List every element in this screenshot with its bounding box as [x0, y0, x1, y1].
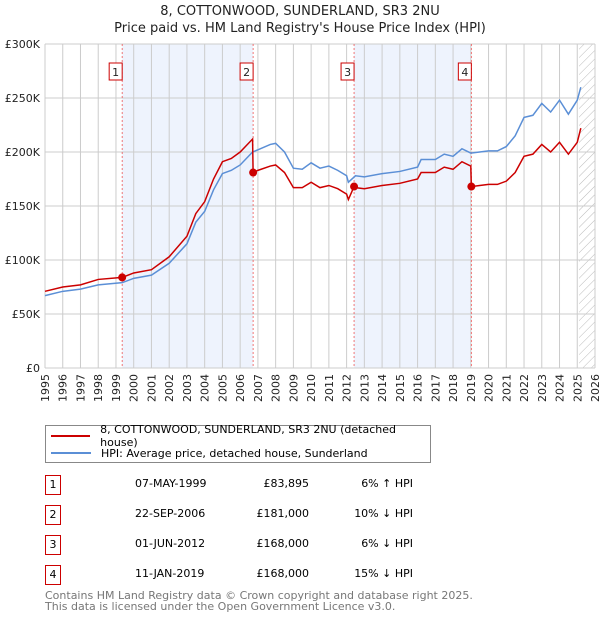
sale-label-box — [340, 62, 355, 81]
x-tick-label: 2009 — [287, 374, 300, 402]
x-tick-label: 2007 — [252, 374, 265, 402]
transaction-row: 1 07-MAY-1999 £83,895 6% ↑ HPI — [45, 475, 445, 495]
y-tick-label: £250K — [5, 92, 41, 105]
transaction-price: £168,000 — [256, 537, 310, 550]
sale-label: 2 — [243, 66, 250, 79]
legend-label-price: 8, COTTONWOOD, SUNDERLAND, SR3 2NU (deta… — [100, 423, 396, 449]
y-tick-label: £300K — [5, 38, 41, 51]
y-tick-label: £50K — [12, 308, 41, 321]
x-tick-label: 2026 — [589, 374, 600, 402]
sale-point — [350, 182, 359, 191]
x-tick-label: 2010 — [305, 374, 318, 402]
transaction-row: 4 11-JAN-2019 £168,000 15% ↓ HPI — [45, 565, 445, 585]
sale-label-box — [108, 62, 123, 81]
transaction-hpi-diff: 6% ↓ HPI — [361, 537, 413, 550]
transaction-hpi-diff: 6% ↑ HPI — [361, 477, 413, 490]
x-tick-label: 2020 — [483, 374, 496, 402]
transaction-row: 2 22-SEP-2006 £181,000 10% ↓ HPI — [45, 505, 445, 525]
sale-point — [467, 182, 476, 191]
sale-label: 4 — [461, 66, 468, 79]
legend: 8, COTTONWOOD, SUNDERLAND, SR3 2NU (deta… — [45, 423, 431, 463]
x-tick-label: 2012 — [341, 374, 354, 402]
transaction-price: £83,895 — [263, 477, 310, 490]
sale-label: 3 — [344, 66, 351, 79]
legend-swatch-price — [51, 435, 91, 437]
sale-label-box — [457, 62, 472, 81]
hpi-line — [44, 87, 582, 297]
x-tick-label: 2013 — [358, 374, 371, 402]
x-tick-label: 1995 — [39, 374, 52, 402]
x-tick-label: 2011 — [323, 374, 336, 402]
x-tick-label: 2022 — [518, 374, 531, 402]
x-tick-label: 2014 — [376, 374, 389, 402]
x-tick-label: 2017 — [429, 374, 442, 402]
transaction-hpi-diff: 10% ↓ HPI — [354, 507, 413, 520]
transaction-marker: 2 — [45, 505, 61, 525]
transaction-hpi-diff: 15% ↓ HPI — [354, 567, 413, 580]
y-tick-label: £200K — [5, 146, 41, 159]
sale-point — [118, 273, 127, 282]
price-chart: 1995 1996 1997 1998 1999 2000 2001 2002 2003 2004… — [5, 38, 600, 402]
transaction-date: 07-MAY-1999 — [135, 477, 207, 490]
transaction-date: 11-JAN-2019 — [135, 567, 205, 580]
x-tick-label: 2023 — [536, 374, 549, 402]
y-tick-label: £150K — [5, 200, 41, 213]
x-tick-label: 2005 — [216, 374, 229, 402]
footer-licence: This data is licensed under the Open Gov… — [45, 600, 396, 613]
legend-swatch-hpi — [51, 452, 91, 454]
x-tick-label: 1998 — [92, 374, 105, 402]
x-tick-label: 1999 — [110, 374, 123, 402]
x-tick-label: 2003 — [181, 374, 194, 402]
sale-label-box — [239, 62, 254, 81]
x-tick-label: 2024 — [554, 374, 567, 402]
x-tick-label: 2001 — [145, 374, 158, 402]
transaction-marker: 3 — [45, 535, 61, 555]
y-tick-label: £100K — [5, 254, 41, 267]
x-tick-label: 2000 — [128, 374, 141, 402]
x-tick-label: 2002 — [163, 374, 176, 402]
chart-title: 8, COTTONWOOD, SUNDERLAND, SR3 2NU — [160, 4, 440, 19]
footer-copyright: Contains HM Land Registry data © Crown c… — [45, 589, 473, 602]
x-tick-label: 2025 — [571, 374, 584, 402]
x-tick-label: 2004 — [199, 374, 212, 402]
x-tick-label: 2015 — [394, 374, 407, 402]
x-tick-label: 2019 — [465, 374, 478, 402]
x-tick-label: 2021 — [500, 374, 513, 402]
transaction-price: £168,000 — [256, 567, 310, 580]
x-tick-label: 2018 — [447, 374, 460, 402]
transaction-date: 22-SEP-2006 — [135, 507, 206, 520]
x-tick-label: 1997 — [74, 374, 87, 402]
chart-subtitle: Price paid vs. HM Land Registry's House … — [114, 21, 486, 36]
x-tick-label: 2006 — [234, 374, 247, 402]
legend-label-hpi: HPI: Average price, detached house, Sund… — [101, 446, 368, 460]
transaction-date: 01-JUN-2012 — [135, 537, 206, 550]
sale-label: 1 — [112, 66, 119, 79]
transaction-marker: 1 — [45, 475, 61, 495]
transaction-row: 3 01-JUN-2012 £168,000 6% ↓ HPI — [45, 535, 445, 555]
transaction-marker: 4 — [45, 565, 61, 585]
y-tick-label: £0 — [26, 362, 40, 375]
transaction-price: £181,000 — [256, 507, 310, 520]
sale-point — [249, 168, 258, 177]
x-tick-label: 2008 — [270, 374, 283, 402]
x-tick-label: 2016 — [412, 374, 425, 402]
price-paid-line — [44, 128, 582, 293]
x-tick-label: 1996 — [57, 374, 70, 402]
